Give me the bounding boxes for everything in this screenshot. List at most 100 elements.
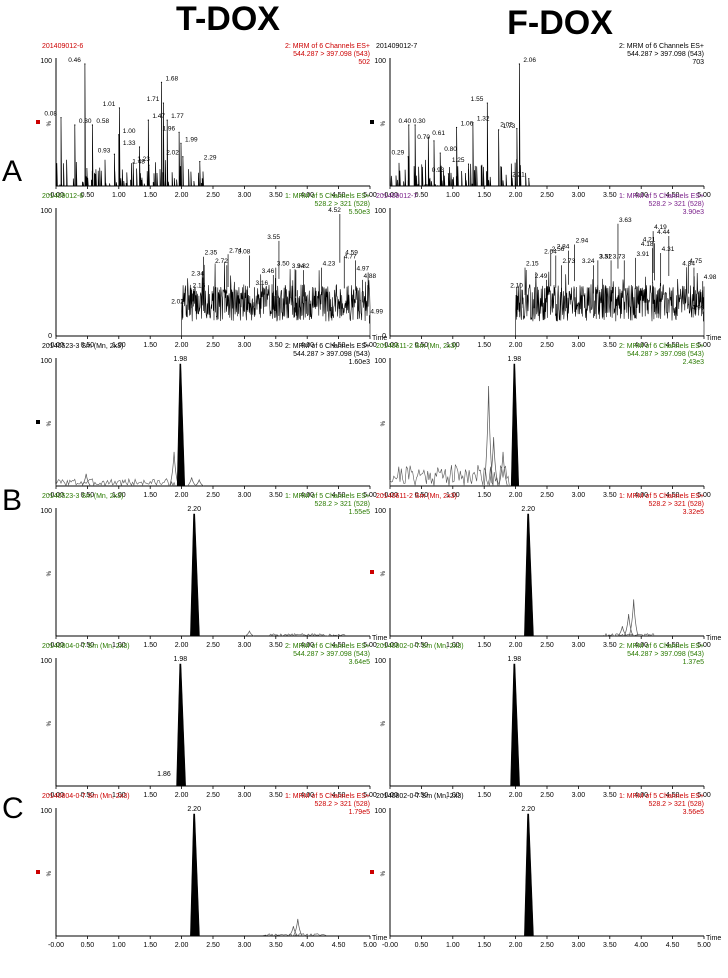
x-tick-label: -0.00 — [48, 342, 64, 349]
x-tick-label: 3.00 — [238, 342, 252, 349]
peak-label: 4.18 — [641, 241, 654, 248]
panel-header-line-2: 544.287 > 397.098 (543) — [627, 51, 704, 58]
peak-label: 0.93 — [432, 167, 445, 174]
x-tick-label: 3.50 — [269, 642, 283, 649]
peak-label: 4.23 — [323, 261, 336, 268]
x-tick-label: 5.00 — [697, 942, 711, 949]
chart-panel-c-right-2: 20140802-0-7 Sm (Mn, 2x3) 1: MRM of 5 Cha… — [370, 793, 721, 949]
x-tick-label: 1.50 — [477, 642, 491, 649]
x-axis-label: Time — [706, 335, 721, 342]
x-tick-label: 0.50 — [81, 342, 95, 349]
peak-point — [138, 146, 141, 148]
peak-point — [433, 140, 435, 142]
x-tick-label: 4.50 — [666, 942, 680, 949]
peak-point — [472, 121, 474, 124]
panel-header-line-1: 2: MRM of 6 Channels ES+ — [619, 343, 704, 350]
peak-label: 2.20 — [521, 506, 535, 513]
x-tick-label: 4.50 — [332, 492, 346, 499]
peak-label: 0.93 — [98, 147, 111, 154]
peak-point — [60, 117, 62, 119]
peak-label: 1.99 — [185, 136, 198, 143]
peak-label: 3.63 — [619, 217, 632, 224]
peak-label: 4.31 — [662, 246, 675, 253]
x-axis-label: Time — [706, 635, 721, 642]
x-tick-label: 3.50 — [603, 792, 617, 799]
chart-panel-b-left-2: 20140523-3 Sm (Mn, 2x3) 1: MRM of 5 Chann… — [40, 493, 387, 649]
peak-label: 1.98 — [508, 356, 522, 363]
peak-point — [178, 131, 180, 133]
y-tick-label-100: 100 — [374, 808, 386, 815]
chart-panel-a-left-2: 201409012-6 1: MRM of 5 Channels ES+528.2… — [40, 193, 387, 349]
noise-trace — [181, 261, 371, 336]
peak-label: 1.86 — [157, 771, 171, 778]
x-tick-label: 3.50 — [269, 192, 283, 199]
peak-point — [408, 124, 410, 126]
channel-indicator — [36, 420, 40, 424]
panel-header-line-1: 1: MRM of 5 Channels ES+ — [285, 493, 370, 500]
panel-header-line-1: 1: MRM of 5 Channels ES+ — [619, 793, 704, 800]
peak-point — [147, 119, 149, 121]
column-title-f-dox: F-DOX — [507, 4, 613, 42]
panel-header-sample: 20140802-0-7 Sm (Mn, 2x3) — [376, 793, 464, 800]
minor-peak — [498, 451, 508, 487]
peak-label: 1.23 — [137, 156, 150, 163]
peak-point — [160, 81, 163, 83]
peak-label: 1.96 — [162, 125, 175, 132]
x-tick-label: 3.50 — [269, 492, 283, 499]
x-tick-label: -0.00 — [48, 642, 64, 649]
peak-label: 4.84 — [682, 261, 695, 268]
peak-point — [199, 161, 201, 163]
panel-header-line-1: 2: MRM of 6 Channels ES+ — [619, 43, 704, 50]
peak-point — [518, 63, 520, 65]
minor-peak — [288, 926, 299, 937]
peak-label: 0.58 — [96, 118, 109, 125]
peak-label: 4.77 — [344, 253, 357, 260]
panel-header-line-2: 544.287 > 397.098 (543) — [627, 651, 704, 658]
chart-panel-b-right-1: 20140611-2 Sm (Mn, 2x3) 2: MRM of 6 Chann… — [374, 343, 711, 499]
peak-point — [84, 63, 86, 65]
peak-label: 2.20 — [521, 806, 535, 813]
peak-label: 0.29 — [392, 150, 405, 157]
x-tick-label: 1.00 — [446, 792, 460, 799]
x-axis-label: Time — [372, 335, 387, 342]
x-tick-label: 0.50 — [415, 342, 429, 349]
main-peak — [190, 513, 200, 637]
y-tick-label-100: 100 — [374, 58, 386, 65]
x-tick-label: 4.00 — [300, 942, 314, 949]
peak-point — [118, 134, 120, 136]
x-tick-label: 2.50 — [206, 192, 220, 199]
x-tick-label: 1.00 — [446, 642, 460, 649]
section-label-c: C — [2, 792, 24, 825]
peak-point — [182, 156, 184, 158]
x-tick-label: 4.50 — [332, 942, 346, 949]
x-tick-label: 1.50 — [143, 192, 157, 199]
x-tick-label: 3.00 — [238, 792, 252, 799]
panel-header-line-1: 1: MRM of 5 Channels ES+ — [619, 193, 704, 200]
x-tick-label: 1.50 — [477, 192, 491, 199]
peak-label: 3.50 — [277, 261, 290, 268]
peak-label: 1.48 — [132, 158, 145, 165]
peak-label: 2.02 — [500, 122, 513, 129]
x-tick-label: 3.50 — [603, 342, 617, 349]
column-title-t-dox: T-DOX — [176, 0, 280, 38]
x-tick-label: 4.50 — [666, 792, 680, 799]
noise-trace — [515, 267, 705, 336]
y-tick-label-percent: % — [47, 420, 53, 426]
x-tick-label: 0.50 — [415, 642, 429, 649]
peak-label: 4.88 — [363, 273, 376, 280]
x-tick-label: 5.00 — [697, 492, 711, 499]
y-tick-label-100: 100 — [374, 658, 386, 665]
peak-point — [528, 178, 530, 180]
chromatogram-trace — [55, 63, 370, 187]
panel-header-sample: 20140611-2 Sm (Mn, 2x3) — [376, 343, 457, 350]
x-tick-label: 3.50 — [603, 492, 617, 499]
panel-header-line-1: 1: MRM of 5 Channels ES+ — [285, 793, 370, 800]
panel-header-line-3: 3.32e5 — [683, 509, 705, 516]
y-tick-label-100: 100 — [40, 658, 52, 665]
peak-label: 2.06 — [523, 57, 536, 64]
panel-header-line-2: 528.2 > 321 (528) — [649, 501, 704, 508]
x-tick-label: 1.50 — [143, 492, 157, 499]
peak-label: 2.74 — [229, 247, 242, 254]
peak-label: 3.08 — [238, 248, 251, 255]
y-tick-label-100: 100 — [40, 358, 52, 365]
